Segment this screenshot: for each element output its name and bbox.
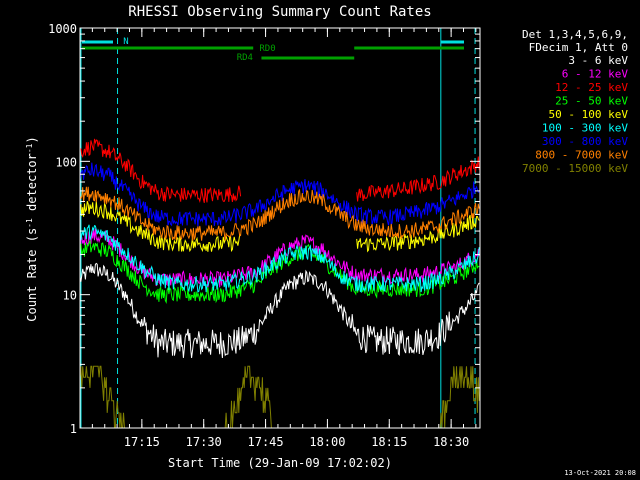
legend-entry: 25 - 50 keV — [555, 95, 628, 108]
y-axis-label: Count Rate (s-1 detector-1) — [25, 136, 39, 321]
legend-entry: 300 - 800 keV — [542, 135, 628, 148]
legend-entry: 7000 - 15000 keV — [522, 162, 628, 175]
series-line-4 — [79, 240, 480, 304]
axes: 1 10 100 1000 17:15 17:30 17:45 18:00 18:15 18:30 — [48, 22, 481, 449]
x-tick-label: 18:15 — [371, 435, 407, 449]
plot-frame — [79, 27, 481, 429]
x-tick-label: 18:00 — [309, 435, 345, 449]
legend: Det 1,3,4,5,6,9,FDecim 1, Att 03 - 6 keV… — [522, 28, 628, 175]
x-tick-label: 17:15 — [124, 435, 160, 449]
y-tick-label: 100 — [55, 155, 77, 169]
y-tick-label: 10 — [63, 289, 77, 303]
chart-title: RHESSI Observing Summary Count Rates — [128, 4, 431, 20]
y-tick-label: 1000 — [48, 22, 77, 36]
legend-entry: 6 - 12 keV — [562, 68, 629, 81]
legend-header: Det 1,3,4,5,6,9, — [522, 28, 628, 41]
series-line-3 — [79, 138, 480, 204]
legend-header: FDecim 1, Att 0 — [529, 41, 628, 54]
plot-area: N RD0 RD4 — [79, 28, 480, 429]
series-line-5 — [79, 201, 480, 253]
series-line-8 — [79, 186, 480, 241]
x-tick-label: 18:30 — [433, 435, 469, 449]
legend-entry: 3 - 6 keV — [568, 54, 628, 67]
legend-entry: 50 - 100 keV — [549, 108, 629, 121]
rd4-label: RD4 — [237, 53, 253, 63]
night-label: N — [123, 37, 128, 47]
rd0-label: RD0 — [259, 44, 275, 54]
x-axis-label: Start Time (29-Jan-09 17:02:02) — [168, 456, 392, 470]
y-tick-label: 1 — [70, 422, 77, 436]
x-tick-label: 17:45 — [248, 435, 284, 449]
legend-entry: 800 - 7000 keV — [535, 149, 628, 162]
series-line-6 — [79, 224, 480, 293]
series-line-7 — [79, 162, 480, 227]
legend-entry: 12 - 25 keV — [555, 81, 628, 94]
generation-timestamp: 13-Oct-2021 20:08 — [564, 469, 636, 477]
series-line-1 — [79, 262, 480, 359]
legend-entry: 100 - 300 keV — [542, 122, 628, 135]
x-tick-label: 17:30 — [186, 435, 222, 449]
